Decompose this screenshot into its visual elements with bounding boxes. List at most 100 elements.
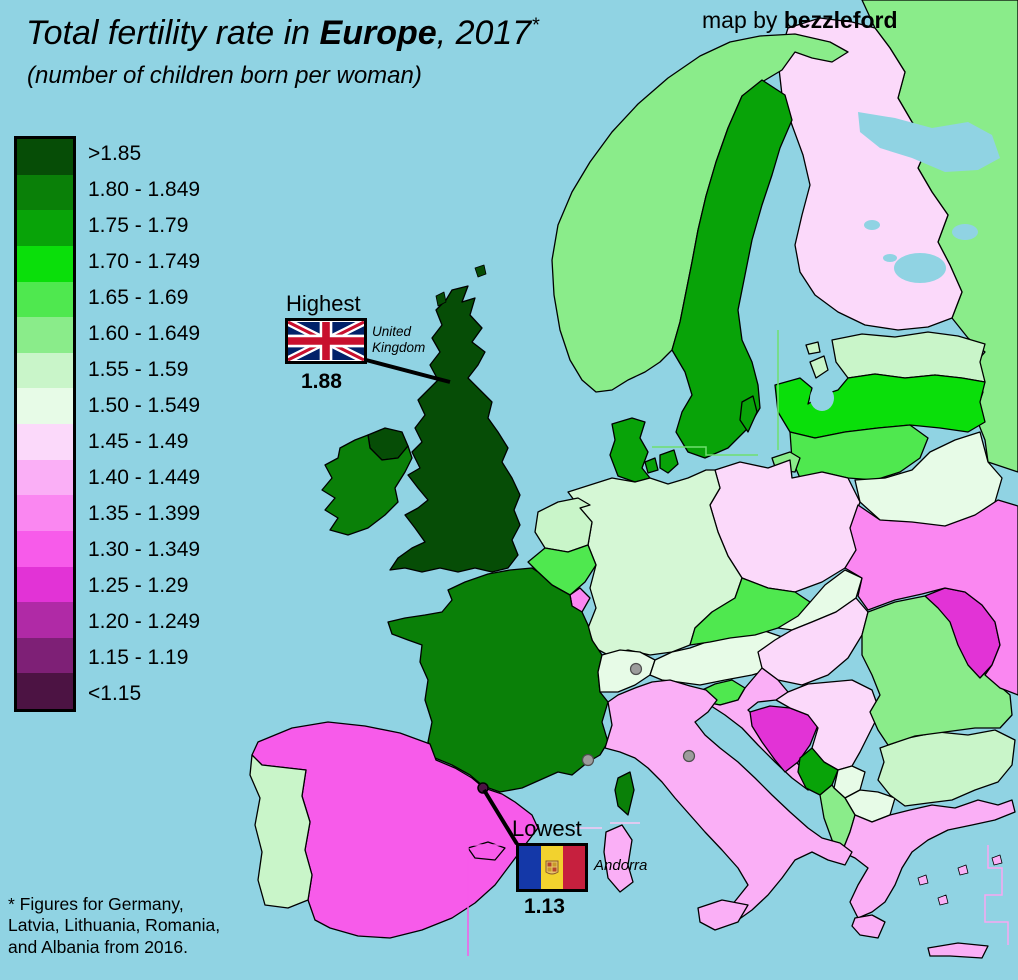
credit-prefix: map by bbox=[702, 7, 784, 33]
country-czechia bbox=[689, 577, 811, 646]
lowest-label: Lowest bbox=[512, 816, 582, 841]
country-greece bbox=[841, 799, 1016, 919]
legend-labels: >1.85 1.80 - 1.849 1.75 - 1.79 1.70 - 1.749… bbox=[88, 136, 200, 712]
page-title: Total fertility rate in Europe, 2017* bbox=[26, 14, 539, 53]
legend-swatch-15 bbox=[17, 637, 73, 674]
title-prefix: Total fertility rate in bbox=[26, 14, 320, 52]
baltic-boundary-line bbox=[652, 446, 758, 456]
highest-label: Highest bbox=[286, 291, 361, 316]
white-sea bbox=[858, 112, 1000, 172]
legend-label-2: 1.80 - 1.849 bbox=[88, 178, 201, 201]
island-sardinia bbox=[603, 824, 634, 893]
highest-value: 1.88 bbox=[301, 370, 342, 393]
island-saaremaa bbox=[809, 355, 829, 379]
footnote: * Figures for Germany, Latvia, Lithuania… bbox=[8, 894, 220, 958]
legend-label-12: 1.30 - 1.349 bbox=[88, 538, 201, 561]
legend-label-4: 1.70 - 1.749 bbox=[88, 250, 201, 273]
legend-label-3: 1.75 - 1.79 bbox=[88, 214, 189, 237]
legend-label-11: 1.35 - 1.399 bbox=[88, 502, 201, 525]
country-portugal bbox=[249, 754, 313, 909]
legend-label-6: 1.60 - 1.649 bbox=[88, 322, 201, 345]
title-emphasis: Europe bbox=[319, 14, 437, 52]
legend-label-7: 1.55 - 1.59 bbox=[88, 358, 189, 381]
legend-swatch-16 bbox=[17, 673, 73, 709]
finnish-lake-1 bbox=[864, 220, 880, 230]
credit-author: bezzleford bbox=[783, 7, 898, 33]
page-subtitle: (number of children born per woman) bbox=[27, 62, 422, 89]
footnote-line-2: Latvia, Lithuania, Romania, bbox=[8, 915, 221, 936]
country-switzerland bbox=[597, 649, 656, 693]
island-sicily bbox=[697, 899, 749, 931]
country-united-kingdom bbox=[389, 285, 521, 573]
footnote-line-3: and Albania from 2016. bbox=[8, 936, 188, 957]
country-denmark bbox=[609, 417, 651, 483]
gulf-of-riga bbox=[810, 385, 834, 411]
san-marino-marker bbox=[682, 749, 696, 763]
legend-swatch-4 bbox=[17, 245, 73, 282]
country-estonia bbox=[831, 331, 986, 383]
island-funen bbox=[644, 457, 659, 474]
legend-label-14: 1.20 - 1.249 bbox=[88, 610, 201, 633]
legend-swatch-6 bbox=[17, 317, 73, 353]
highest-country: United Kingdom bbox=[372, 324, 426, 355]
map-credit: map by bezzleford bbox=[702, 7, 898, 34]
legend-label-1: >1.85 bbox=[88, 142, 142, 165]
lowest-country: Andorra bbox=[594, 857, 648, 874]
island-zealand bbox=[659, 449, 679, 474]
footnote-line-1: * Figures for Germany, bbox=[8, 894, 184, 914]
balearic-boundary-line bbox=[467, 844, 522, 956]
island-orkney bbox=[435, 264, 487, 307]
legend-swatch-3 bbox=[17, 210, 73, 246]
lowest-value: 1.13 bbox=[524, 895, 565, 918]
island-mallorca bbox=[467, 841, 506, 861]
legend-swatch-2 bbox=[17, 174, 73, 211]
legend-label-9: 1.45 - 1.49 bbox=[88, 430, 189, 453]
sardinia-boundary-line bbox=[575, 822, 640, 829]
liechtenstein-marker bbox=[629, 662, 643, 676]
legend-label-13: 1.25 - 1.29 bbox=[88, 574, 189, 597]
lake-onega bbox=[952, 224, 978, 240]
lake-ladoga bbox=[894, 253, 946, 283]
highest-connector-line bbox=[365, 358, 451, 384]
legend-swatch-9 bbox=[17, 424, 73, 460]
legend-swatch-10 bbox=[17, 459, 73, 496]
legend-label-10: 1.40 - 1.449 bbox=[88, 466, 201, 489]
island-hiiumaa bbox=[805, 341, 821, 355]
legend-swatch-7 bbox=[17, 352, 73, 389]
country-bulgaria bbox=[877, 729, 1016, 807]
country-bosnia bbox=[749, 705, 819, 773]
legend-label-8: 1.50 - 1.549 bbox=[88, 394, 201, 417]
island-crete bbox=[927, 942, 989, 959]
monaco-marker bbox=[581, 753, 595, 767]
title-footnote-marker: * bbox=[531, 14, 539, 37]
legend-swatch-11 bbox=[17, 495, 73, 531]
legend-swatch-1 bbox=[17, 139, 73, 175]
island-corsica bbox=[614, 771, 635, 816]
finnish-lake-2 bbox=[883, 254, 897, 262]
island-gotland bbox=[739, 395, 758, 433]
country-ireland bbox=[321, 434, 413, 536]
region-peloponnese bbox=[851, 914, 886, 939]
legend-swatch-13 bbox=[17, 566, 73, 603]
lowest-connector-line bbox=[482, 788, 519, 846]
united-kingdom-flag bbox=[285, 318, 367, 364]
country-sweden bbox=[671, 79, 793, 459]
title-suffix: , 2017 bbox=[436, 14, 532, 52]
legend-swatches bbox=[14, 136, 76, 712]
andorra-flag bbox=[516, 843, 588, 892]
country-italy bbox=[604, 679, 853, 921]
legend-label-16: <1.15 bbox=[88, 682, 142, 705]
country-finland bbox=[777, 17, 963, 331]
legend-swatch-5 bbox=[17, 281, 73, 318]
aegean-boundary-line bbox=[984, 845, 1009, 945]
legend-swatch-8 bbox=[17, 388, 73, 424]
andorra-crest bbox=[545, 860, 559, 875]
country-ukraine bbox=[844, 499, 1018, 696]
greek-islands bbox=[917, 854, 1003, 906]
legend-swatch-14 bbox=[17, 602, 73, 638]
legend-label-15: 1.15 - 1.19 bbox=[88, 646, 189, 669]
legend-label-5: 1.65 - 1.69 bbox=[88, 286, 189, 309]
legend-swatch-12 bbox=[17, 530, 73, 567]
